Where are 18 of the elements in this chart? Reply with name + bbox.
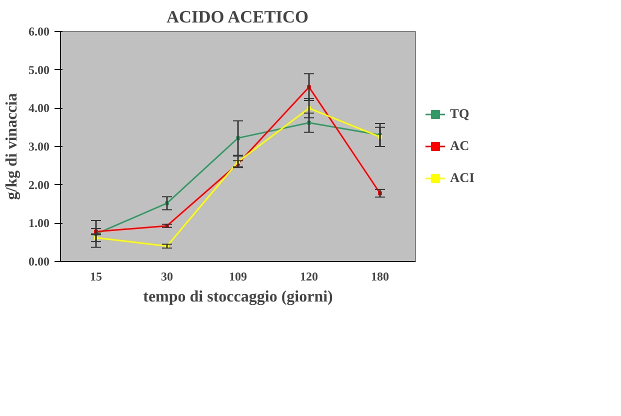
x-tick-label: 30 bbox=[161, 270, 173, 284]
x-tick-label: 109 bbox=[229, 270, 247, 284]
y-tick-label: 1.00 bbox=[28, 216, 50, 230]
legend-label: ACI bbox=[450, 170, 474, 186]
y-tick-label: 3.00 bbox=[28, 140, 50, 154]
y-tick-label: 2.00 bbox=[28, 178, 50, 192]
legend-label: AC bbox=[450, 138, 470, 154]
x-tick-label: 15 bbox=[90, 270, 102, 284]
y-tick-label: 4.00 bbox=[28, 101, 50, 116]
y-tick-label: 6.00 bbox=[28, 24, 50, 38]
y-tick-label: 0.00 bbox=[28, 254, 50, 268]
legend-label: TQ bbox=[450, 106, 470, 122]
chart-title: ACIDO ACETICO bbox=[166, 8, 309, 26]
x-tick-label: 120 bbox=[300, 270, 318, 284]
x-tick-label: 180 bbox=[371, 270, 389, 284]
x-axis-title: tempo di stoccaggio (giorni) bbox=[143, 288, 333, 306]
y-axis-title: g/kg di vinaccia bbox=[4, 93, 20, 200]
y-tick-label: 5.00 bbox=[28, 62, 50, 77]
